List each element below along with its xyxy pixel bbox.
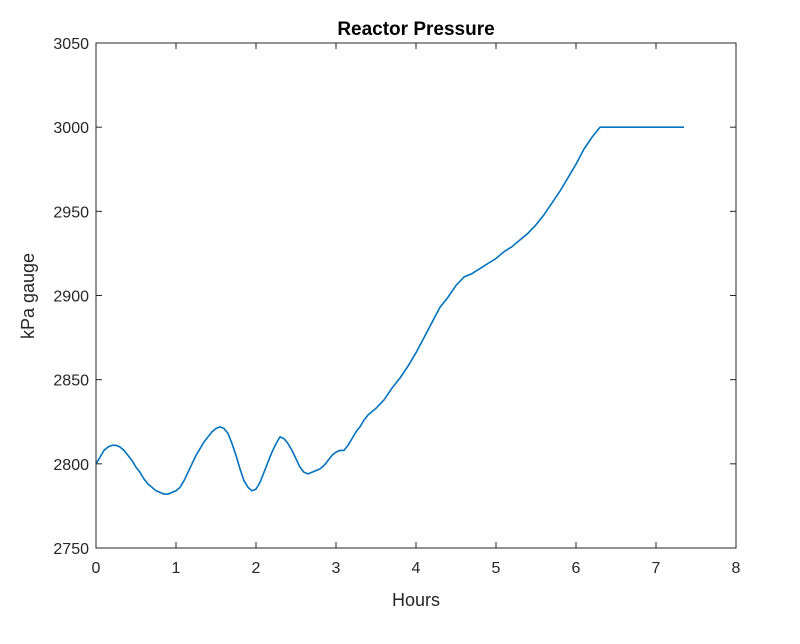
x-tick-label: 6 — [572, 560, 581, 577]
chart-title: Reactor Pressure — [337, 19, 494, 40]
y-tick-label: 2850 — [53, 373, 89, 390]
x-tick-label: 4 — [412, 560, 421, 577]
axes-box — [95, 42, 737, 549]
y-tick-label: 3000 — [53, 120, 89, 137]
x-axis-ticks: 0 1 2 3 4 5 6 7 8 — [92, 43, 741, 577]
x-tick-label: 5 — [492, 560, 501, 577]
y-tick-label: 2750 — [53, 541, 89, 558]
x-tick-label: 2 — [252, 560, 261, 577]
x-tick-label: 7 — [652, 560, 661, 577]
x-tick-label: 1 — [172, 560, 181, 577]
pressure-series-line — [95, 126, 684, 495]
y-tick-label: 2900 — [53, 289, 89, 306]
x-axis-label: Hours — [392, 590, 440, 610]
y-tick-label: 2950 — [53, 204, 89, 221]
y-axis-label: kPa gauge — [18, 253, 38, 339]
y-tick-label: 2800 — [53, 457, 89, 474]
plot-area — [96, 43, 736, 548]
x-tick-label: 3 — [332, 560, 341, 577]
y-tick-label: 3050 — [53, 36, 89, 53]
x-tick-label: 8 — [732, 560, 741, 577]
x-tick-label: 0 — [92, 560, 101, 577]
